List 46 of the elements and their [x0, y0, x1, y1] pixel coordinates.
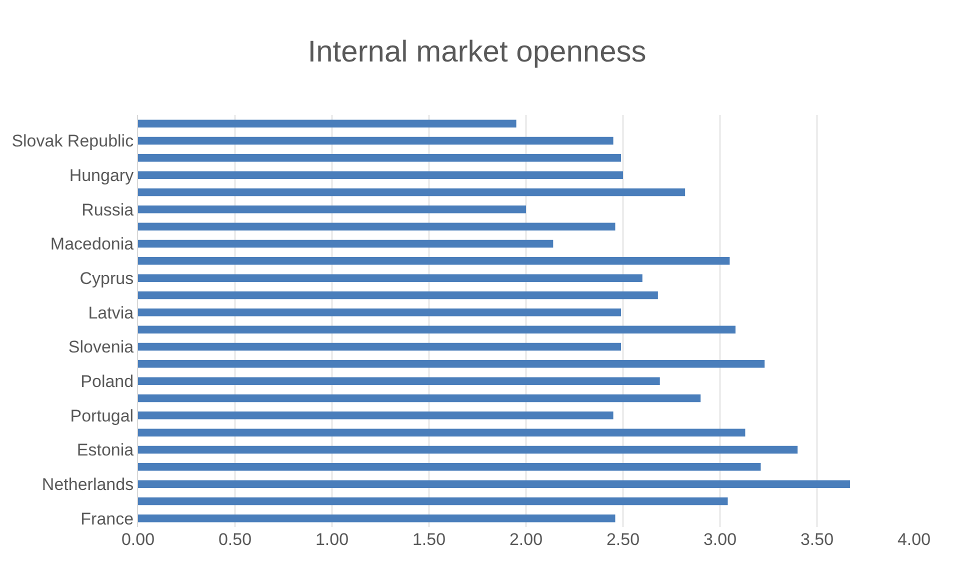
y-tick-label: Slovak Republic: [12, 132, 134, 151]
bar: [138, 377, 660, 385]
bar: [138, 222, 616, 230]
bar: [138, 394, 701, 402]
y-tick-label: Slovenia: [68, 338, 134, 357]
y-tick-label: Portugal: [70, 406, 134, 426]
x-tick-label: 4.00: [897, 530, 931, 549]
bar: [138, 514, 616, 522]
y-tick-label: Poland: [80, 372, 134, 392]
bar: [138, 206, 526, 214]
bar: [138, 360, 765, 368]
bar: [138, 497, 728, 506]
y-tick-label: Macedonia: [50, 234, 134, 254]
bar: [138, 480, 850, 488]
bar: [138, 257, 730, 265]
y-tick-label: Netherlands: [42, 475, 134, 494]
bar: [138, 463, 761, 471]
x-tick-label: 2.00: [509, 530, 543, 549]
y-tick-label: Latvia: [88, 303, 134, 322]
y-tick-label: Estonia: [76, 440, 134, 460]
bar: [138, 171, 623, 179]
bar: [138, 342, 622, 351]
bar: [138, 120, 516, 128]
x-tick-label: 3.00: [703, 530, 737, 549]
y-tick-label: Cyprus: [80, 269, 134, 288]
bar: [138, 274, 642, 282]
x-tick-label: 2.50: [606, 530, 640, 549]
bar: [138, 308, 622, 316]
bar: [138, 412, 614, 420]
bar: [138, 326, 736, 334]
x-tick-label: 0.00: [121, 530, 155, 549]
bar: [138, 154, 622, 162]
bar: [138, 428, 746, 436]
bar: [138, 136, 614, 145]
x-tick-label: 1.50: [412, 530, 446, 549]
x-tick-label: 3.50: [800, 530, 834, 549]
bar: [138, 240, 554, 248]
x-tick-label: 0.50: [218, 530, 252, 549]
x-tick-label: 1.00: [315, 530, 349, 549]
bar: [138, 291, 658, 300]
bar: [138, 188, 686, 196]
bar: [138, 446, 798, 454]
y-tick-label: Russia: [82, 200, 134, 220]
chart-title: Internal market openness: [308, 35, 646, 68]
y-tick-label: France: [80, 509, 134, 528]
y-tick-label: Hungary: [69, 166, 134, 186]
